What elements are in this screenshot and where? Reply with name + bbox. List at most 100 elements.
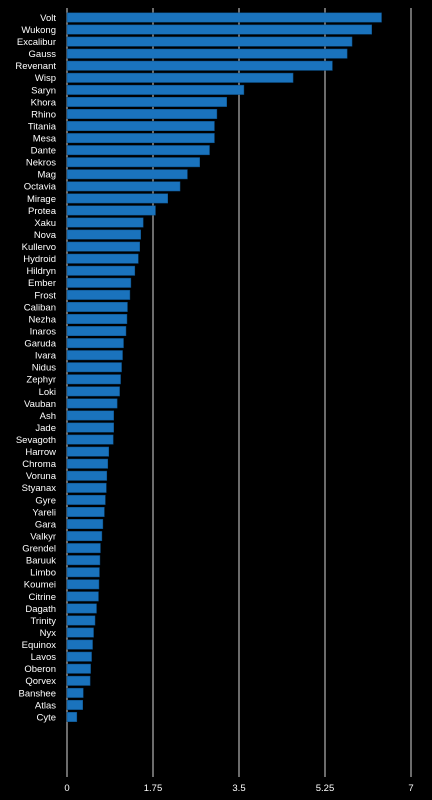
bar-revenant [66, 60, 333, 71]
bar-zephyr [66, 374, 121, 385]
category-label: Volt [40, 13, 56, 24]
category-label: Wisp [35, 73, 56, 84]
category-label: Voruna [26, 471, 57, 482]
bar-valkyr [66, 531, 103, 542]
bar-harrow [66, 446, 110, 457]
bar-nyx [66, 627, 94, 638]
bar-wukong [66, 24, 372, 35]
category-label: Rhino [31, 109, 56, 120]
bar-gara [66, 519, 104, 529]
bar-nova [66, 229, 141, 240]
bar-inaros [66, 326, 127, 337]
bar-qorvex [66, 675, 91, 686]
bar-mag [66, 169, 188, 180]
bar-kullervo [66, 241, 140, 252]
category-label: Limbo [30, 568, 56, 579]
bar-frost [66, 289, 131, 300]
bar-vauban [66, 398, 118, 409]
x-tick-label: 1.75 [144, 783, 163, 794]
bar-wisp [66, 72, 294, 83]
bar-styanax [66, 482, 107, 493]
category-label: Ivara [35, 351, 57, 362]
category-label: Valkyr [30, 531, 56, 542]
bar-saryn [66, 84, 245, 95]
bar-garuda [66, 338, 124, 349]
bar-excalibur [66, 36, 353, 47]
bar-ember [66, 277, 132, 288]
category-label: Frost [34, 290, 56, 301]
category-label: Cyte [36, 712, 56, 723]
x-tick-label: 3.5 [232, 783, 245, 794]
bar-xaku [66, 217, 144, 228]
category-label: Gyre [35, 495, 56, 506]
bar-caliban [66, 301, 128, 312]
category-label: Baruuk [26, 556, 56, 567]
category-label: Protea [28, 206, 57, 217]
bar-limbo [66, 567, 100, 578]
category-label: Caliban [24, 302, 56, 313]
category-label: Mag [38, 170, 56, 181]
category-label: Oberon [24, 664, 56, 675]
bar-voruna [66, 470, 108, 481]
category-label: Saryn [31, 85, 56, 96]
bars-group [66, 12, 382, 722]
bar-equinox [66, 639, 93, 650]
category-label: Chroma [22, 459, 57, 470]
category-label: Nyx [40, 628, 57, 639]
category-label: Revenant [15, 61, 56, 72]
bar-gauss [66, 48, 348, 59]
bar-sevagoth [66, 434, 114, 445]
category-label: Koumei [24, 580, 56, 591]
category-label: Hildryn [26, 266, 56, 277]
category-label: Citrine [29, 592, 56, 603]
category-label: Mesa [33, 134, 57, 145]
category-label: Titania [28, 121, 57, 132]
bar-nekros [66, 157, 200, 168]
bar-chroma [66, 458, 109, 469]
category-label: Hydroid [23, 254, 56, 265]
category-label: Equinox [22, 640, 57, 651]
bar-baruuk [66, 555, 101, 566]
x-tick-label: 5.25 [316, 783, 335, 794]
category-label: Khora [31, 97, 57, 108]
category-label: Yareli [32, 507, 56, 518]
bar-ivara [66, 350, 123, 361]
category-label: Nekros [26, 158, 56, 169]
category-label: Jade [35, 423, 56, 434]
category-label: Garuda [24, 339, 56, 350]
bar-cyte [66, 712, 78, 722]
category-label: Gara [35, 519, 57, 530]
bar-khora [66, 96, 227, 107]
category-label: Mirage [27, 194, 56, 205]
category-label: Wukong [21, 25, 56, 36]
bar-oberon [66, 663, 91, 674]
category-label: Trinity [30, 616, 56, 627]
bar-dagath [66, 603, 97, 614]
bar-atlas [66, 699, 83, 710]
bar-koumei [66, 579, 100, 590]
category-label: Nidus [32, 363, 57, 374]
category-label: Grendel [22, 544, 56, 555]
bar-protea [66, 205, 156, 216]
category-label: Atlas [35, 700, 56, 711]
category-label: Loki [39, 387, 56, 398]
x-tick-label: 7 [408, 783, 413, 794]
bar-banshee [66, 687, 84, 698]
bar-citrine [66, 591, 99, 602]
bar-octavia [66, 181, 181, 192]
category-label: Dante [31, 146, 56, 157]
bar-gyre [66, 494, 106, 505]
category-labels: VoltWukongExcaliburGaussRevenantWispSary… [15, 13, 56, 723]
category-label: Inaros [30, 326, 57, 337]
category-label: Styanax [22, 483, 57, 494]
category-label: Kullervo [22, 242, 56, 253]
category-label: Vauban [24, 399, 56, 410]
bar-loki [66, 386, 120, 397]
category-label: Xaku [34, 218, 56, 229]
category-label: Nova [34, 230, 57, 241]
category-label: Harrow [25, 447, 56, 458]
bar-hydroid [66, 253, 139, 264]
category-label: Dagath [25, 604, 56, 615]
